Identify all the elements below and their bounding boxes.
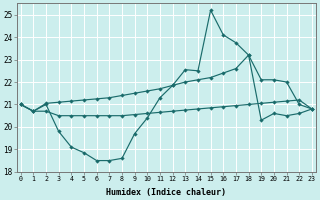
X-axis label: Humidex (Indice chaleur): Humidex (Indice chaleur) [106, 188, 226, 197]
